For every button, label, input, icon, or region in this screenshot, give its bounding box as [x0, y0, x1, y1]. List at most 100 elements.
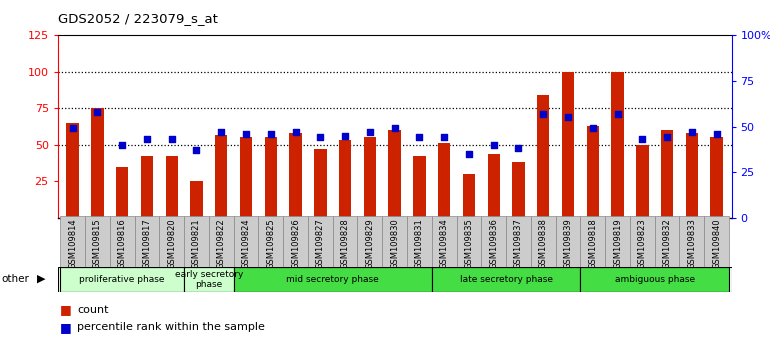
Bar	[432, 267, 581, 292]
Bar	[382, 216, 407, 267]
Text: ■: ■	[60, 303, 72, 316]
Text: GSM109818: GSM109818	[588, 218, 598, 269]
Text: GSM109822: GSM109822	[216, 218, 226, 269]
Bar	[66, 123, 79, 218]
Bar	[184, 216, 209, 267]
Bar	[388, 130, 401, 218]
Bar	[85, 216, 110, 267]
Bar	[116, 167, 129, 218]
Bar	[339, 141, 351, 218]
Text: GSM109815: GSM109815	[93, 218, 102, 269]
Point	[463, 151, 475, 157]
Bar	[581, 216, 605, 267]
Point	[711, 131, 723, 137]
Text: count: count	[77, 305, 109, 315]
Text: GSM109831: GSM109831	[415, 218, 424, 269]
Bar	[556, 216, 581, 267]
Text: GSM109830: GSM109830	[390, 218, 399, 269]
Text: GSM109814: GSM109814	[68, 218, 77, 269]
Bar	[562, 72, 574, 218]
Text: GSM109838: GSM109838	[539, 218, 547, 269]
Bar	[705, 216, 729, 267]
Text: percentile rank within the sample: percentile rank within the sample	[77, 322, 265, 332]
Bar	[531, 216, 556, 267]
Text: GSM109832: GSM109832	[663, 218, 671, 269]
Bar	[481, 216, 506, 267]
Point	[537, 111, 550, 116]
Bar	[654, 216, 679, 267]
Text: proliferative phase: proliferative phase	[79, 275, 165, 284]
Bar	[233, 216, 259, 267]
Text: GSM109821: GSM109821	[192, 218, 201, 269]
Bar	[283, 216, 308, 267]
Point	[116, 142, 129, 148]
Bar	[184, 267, 233, 292]
Point	[166, 137, 178, 142]
Bar	[60, 267, 184, 292]
Point	[661, 135, 673, 140]
Text: GSM109835: GSM109835	[464, 218, 474, 269]
Bar	[166, 156, 178, 218]
Text: ▶: ▶	[37, 274, 45, 284]
Text: GSM109816: GSM109816	[118, 218, 126, 269]
Bar	[679, 216, 705, 267]
Point	[239, 131, 252, 137]
Bar	[605, 216, 630, 267]
Text: GSM109840: GSM109840	[712, 218, 721, 269]
Bar	[159, 216, 184, 267]
Bar	[487, 154, 500, 218]
Text: GSM109829: GSM109829	[365, 218, 374, 269]
Bar	[290, 133, 302, 218]
Text: GSM109817: GSM109817	[142, 218, 152, 269]
Bar	[110, 216, 135, 267]
Bar	[463, 174, 475, 218]
Text: GSM109837: GSM109837	[514, 218, 523, 269]
Bar	[190, 181, 203, 218]
Point	[587, 126, 599, 131]
Bar	[141, 156, 153, 218]
Bar	[314, 149, 326, 218]
Point	[512, 145, 524, 151]
Bar	[432, 216, 457, 267]
Point	[413, 135, 426, 140]
Point	[290, 129, 302, 135]
Point	[339, 133, 351, 138]
Bar	[209, 216, 233, 267]
Bar	[611, 72, 624, 218]
Point	[363, 129, 376, 135]
Bar	[233, 267, 432, 292]
Point	[141, 137, 153, 142]
Point	[66, 126, 79, 131]
Bar	[636, 145, 648, 218]
Text: GSM109820: GSM109820	[167, 218, 176, 269]
Text: other: other	[2, 274, 29, 284]
Text: GSM109836: GSM109836	[489, 218, 498, 269]
Bar	[407, 216, 432, 267]
Point	[190, 147, 203, 153]
Bar	[308, 216, 333, 267]
Bar	[661, 130, 673, 218]
Text: late secretory phase: late secretory phase	[460, 275, 553, 284]
Bar	[413, 156, 426, 218]
Bar	[265, 137, 277, 218]
Point	[438, 135, 450, 140]
Bar	[506, 216, 531, 267]
Bar	[363, 137, 376, 218]
Point	[215, 129, 227, 135]
Bar	[333, 216, 357, 267]
Bar	[357, 216, 382, 267]
Bar	[215, 135, 227, 218]
Text: ■: ■	[60, 321, 72, 334]
Point	[487, 142, 500, 148]
Text: GSM109823: GSM109823	[638, 218, 647, 269]
Text: GSM109833: GSM109833	[688, 218, 696, 269]
Bar	[259, 216, 283, 267]
Text: GSM109828: GSM109828	[340, 218, 350, 269]
Point	[314, 135, 326, 140]
Text: mid secretory phase: mid secretory phase	[286, 275, 379, 284]
Bar	[438, 143, 450, 218]
Bar	[587, 126, 599, 218]
Bar	[630, 216, 654, 267]
Text: GSM109824: GSM109824	[242, 218, 250, 269]
Text: GSM109834: GSM109834	[440, 218, 449, 269]
